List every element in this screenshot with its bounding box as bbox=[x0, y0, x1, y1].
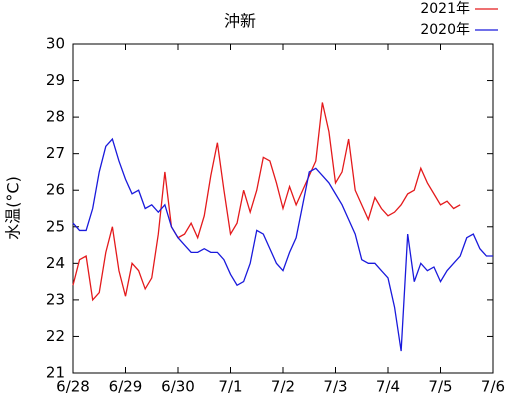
y-axis-label: 水温(°C) bbox=[4, 176, 23, 240]
y-tick-label: 28 bbox=[46, 108, 65, 126]
x-tick-label: 7/2 bbox=[271, 378, 295, 396]
chart-title: 沖新 bbox=[224, 12, 256, 31]
x-tick-label: 7/1 bbox=[218, 378, 242, 396]
y-tick-label: 26 bbox=[46, 181, 65, 199]
x-tick-label: 6/29 bbox=[109, 378, 143, 396]
x-tick-label: 6/30 bbox=[161, 378, 195, 396]
y-tick-label: 21 bbox=[46, 364, 65, 382]
y-tick-label: 27 bbox=[46, 144, 65, 162]
y-tick-label: 22 bbox=[46, 327, 65, 345]
y-tick-label: 29 bbox=[46, 71, 65, 89]
legend-label: 2021年 bbox=[420, 1, 470, 17]
x-tick-label: 6/28 bbox=[56, 378, 90, 396]
y-tick-label: 23 bbox=[46, 290, 65, 308]
x-tick-label: 7/4 bbox=[376, 378, 400, 396]
x-tick-label: 7/6 bbox=[481, 378, 505, 396]
series-line bbox=[72, 102, 461, 302]
y-tick-label: 30 bbox=[46, 35, 65, 53]
x-tick-label: 7/3 bbox=[323, 378, 347, 396]
legend-label: 2020年 bbox=[420, 22, 470, 38]
y-tick-label: 24 bbox=[46, 254, 65, 272]
series-line bbox=[72, 137, 493, 352]
y-tick-label: 25 bbox=[46, 217, 65, 235]
x-tick-label: 7/5 bbox=[428, 378, 452, 396]
